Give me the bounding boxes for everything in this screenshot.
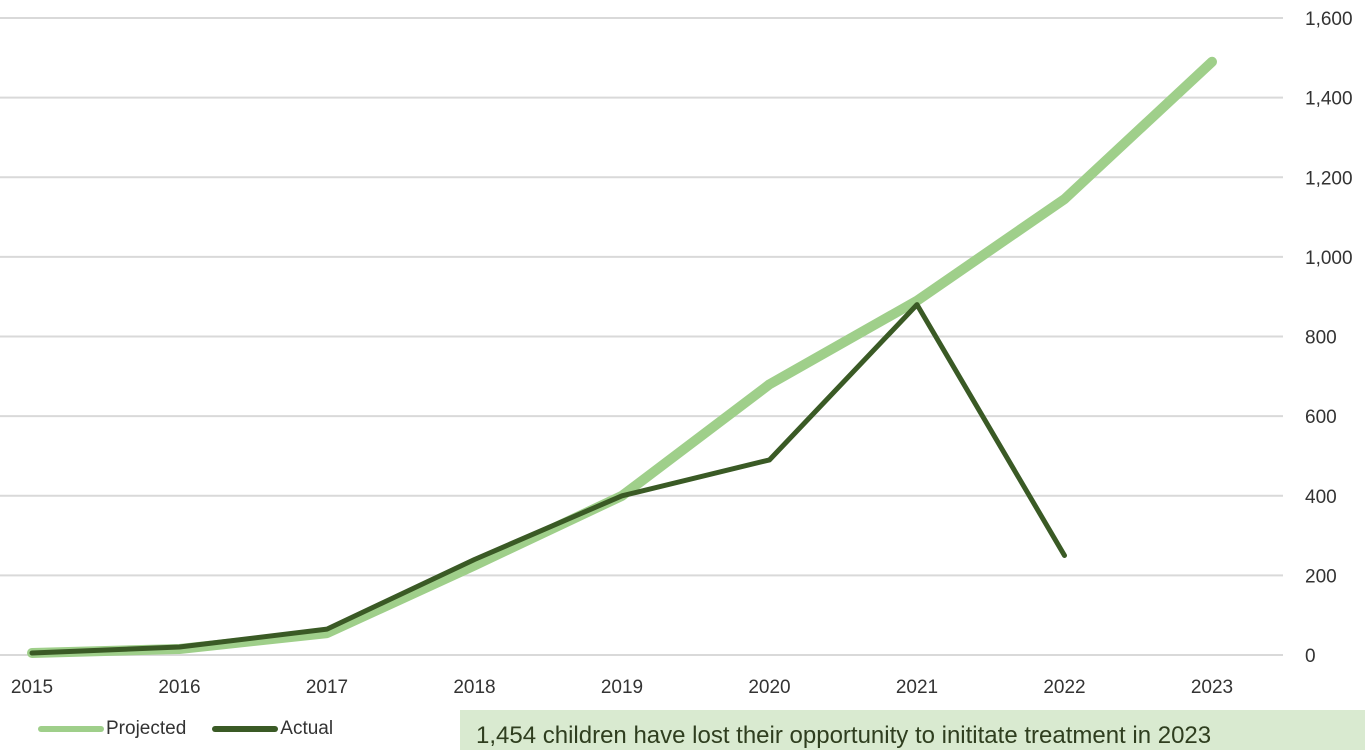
x-tick-label: 2016 bbox=[158, 677, 200, 698]
y-tick-label: 600 bbox=[1305, 407, 1337, 428]
legend-item-projected: Projected bbox=[38, 718, 186, 740]
series-lines bbox=[27, 56, 1217, 658]
x-tick-label: 2018 bbox=[453, 677, 495, 698]
callout-text: 1,454 children have lost their opportuni… bbox=[476, 722, 1212, 749]
series-line-projected bbox=[27, 56, 1217, 658]
x-tick-label: 2017 bbox=[306, 677, 348, 698]
y-tick-label: 1,600 bbox=[1305, 9, 1353, 30]
legend-swatch-projected bbox=[38, 726, 104, 732]
x-tick-label: 2015 bbox=[11, 677, 53, 698]
x-tick-label: 2020 bbox=[748, 677, 790, 698]
y-tick-label: 200 bbox=[1305, 566, 1337, 587]
y-tick-label: 400 bbox=[1305, 487, 1337, 508]
gridlines bbox=[0, 17, 1283, 656]
x-tick-label: 2023 bbox=[1191, 677, 1233, 698]
legend-label-actual: Actual bbox=[280, 718, 334, 739]
series-line-actual bbox=[29, 302, 1067, 656]
x-tick-label: 2022 bbox=[1043, 677, 1085, 698]
y-tick-label: 0 bbox=[1305, 646, 1316, 667]
legend: Projected Actual bbox=[38, 718, 359, 740]
y-tick-label: 1,200 bbox=[1305, 168, 1353, 189]
x-axis-ticks: 2015 2016 2017 2018 2019 2020 2021 2022 2023 bbox=[11, 677, 1233, 698]
y-tick-label: 1,000 bbox=[1305, 248, 1353, 269]
x-tick-label: 2019 bbox=[601, 677, 643, 698]
legend-item-actual: Actual bbox=[212, 718, 333, 740]
x-tick-label: 2021 bbox=[896, 677, 938, 698]
y-axis-ticks: 0 200 400 600 800 1,000 1,200 1,400 1,600 bbox=[1305, 9, 1353, 667]
legend-swatch-actual bbox=[212, 726, 279, 732]
callout-box: 1,454 children have lost their opportuni… bbox=[460, 710, 1365, 750]
y-tick-label: 1,400 bbox=[1305, 89, 1353, 110]
y-tick-label: 800 bbox=[1305, 328, 1337, 349]
legend-label-projected: Projected bbox=[106, 718, 187, 739]
